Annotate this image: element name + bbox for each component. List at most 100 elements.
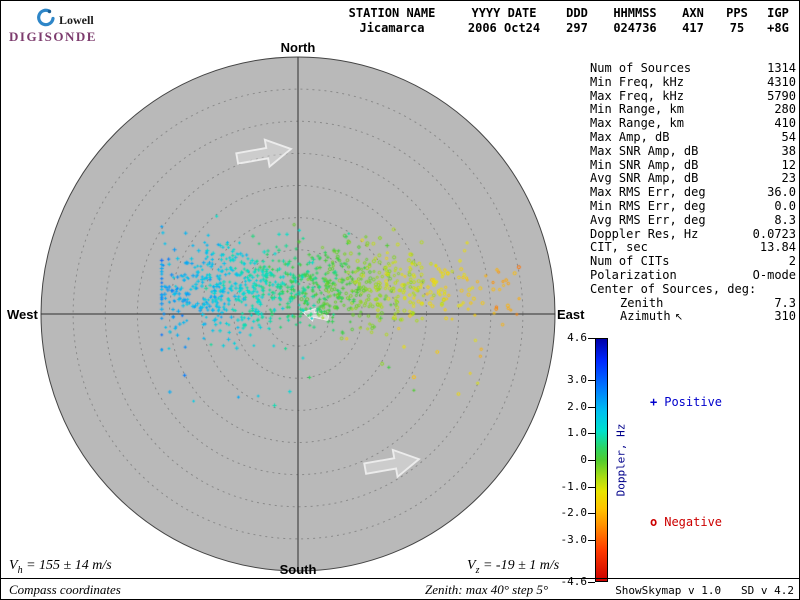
station-info-header: STATION NAME Jicamarca YYYY DATE 2006 Oct24… bbox=[333, 6, 795, 36]
stat-value: 36.0 bbox=[767, 185, 796, 200]
azimuth-direction-arrow-icon: ↖ bbox=[674, 312, 683, 324]
zenith-ring bbox=[136, 152, 460, 476]
stats-panel: Num of Sources 1314 Min Freq, kHz 4310 Max F… bbox=[590, 61, 796, 325]
colorbar-tick-mark bbox=[588, 338, 595, 339]
stat-row: Max Range, km 410 bbox=[590, 116, 796, 131]
stat-label: Num of Sources bbox=[590, 61, 692, 75]
vertical-velocity-readout: Vz = -19 ± 1 m/s bbox=[467, 558, 559, 576]
zenith-ring bbox=[169, 185, 427, 443]
legend-negative: o Negative bbox=[650, 515, 722, 529]
stat-value: 7.3 bbox=[774, 295, 796, 310]
stat-row: Max Amp, dB 54 bbox=[590, 129, 796, 145]
vh-symbol: V bbox=[9, 558, 18, 573]
stat-value: 12 bbox=[781, 157, 796, 172]
stat-label: Zenith bbox=[620, 295, 664, 310]
zenith-ring bbox=[201, 217, 395, 411]
stat-row: Min Range, km 280 bbox=[590, 103, 796, 117]
logo-digisonde-text: DIGISONDE bbox=[9, 29, 97, 44]
drift-flow-arrow-icon bbox=[235, 138, 293, 169]
colorbar-tick-mark bbox=[588, 460, 595, 461]
station-col-hhmmss: HHMMSS 024736 bbox=[604, 6, 666, 36]
colorbar-axis-label: Doppler, Hz bbox=[614, 423, 628, 497]
colorbar-tick-mark bbox=[588, 433, 595, 435]
stat-row: Zenith 7.3 bbox=[590, 295, 796, 311]
vz-symbol: V bbox=[467, 558, 476, 573]
stat-label: Azimuth ↖ bbox=[620, 309, 683, 324]
stat-value: 4310 bbox=[767, 74, 796, 89]
north-label: North bbox=[280, 40, 316, 55]
colorbar-tick-mark bbox=[588, 513, 595, 515]
vz-subscript: z bbox=[475, 564, 480, 576]
stat-label: Max Freq, kHz bbox=[590, 88, 684, 103]
stat-row: Max Freq, kHz 5790 bbox=[590, 88, 796, 104]
stat-label: Min RMS Err, deg bbox=[590, 198, 706, 213]
stat-row: Max RMS Err, deg 36.0 bbox=[590, 185, 796, 200]
stat-row: Center of Sources, deg: bbox=[590, 282, 796, 297]
stat-value: 280 bbox=[774, 102, 796, 117]
circle-marker-icon: o bbox=[650, 515, 658, 529]
legend-positive-label: Positive bbox=[664, 395, 723, 409]
colorbar-tick-mark bbox=[588, 380, 595, 382]
doppler-colorbar bbox=[595, 338, 608, 582]
colorbar-tick-mark bbox=[588, 539, 595, 541]
station-col-station-name: STATION NAME Jicamarca bbox=[333, 6, 451, 36]
stat-row: Max SNR Amp, dB 38 bbox=[590, 144, 796, 159]
stat-row: Min RMS Err, deg 0.0 bbox=[590, 198, 796, 214]
stat-value: 13.84 bbox=[759, 240, 796, 255]
legend-positive: + Positive bbox=[650, 395, 722, 409]
stat-row: Doppler Res, Hz 0.0723 bbox=[590, 226, 796, 242]
zenith-ring bbox=[233, 249, 363, 379]
station-col-value: +8G bbox=[767, 21, 789, 35]
station-col-ddd: DDD 297 bbox=[557, 6, 597, 36]
station-col-label: YYYY DATE bbox=[471, 6, 537, 20]
logo-lowell-text: Lowell bbox=[59, 13, 94, 27]
stat-label: Min Range, km bbox=[590, 102, 684, 117]
stat-value: 0.0 bbox=[774, 198, 796, 213]
zenith-ring bbox=[265, 281, 331, 347]
stat-value: 0.0723 bbox=[752, 226, 796, 241]
legend-negative-label: Negative bbox=[664, 515, 723, 529]
stat-label: Avg RMS Err, deg bbox=[590, 212, 706, 227]
stat-label: Min SNR Amp, dB bbox=[590, 157, 699, 172]
stat-row: Min Freq, kHz 4310 bbox=[590, 74, 796, 90]
colorbar-tick-mark bbox=[588, 582, 595, 583]
stat-label: Min Freq, kHz bbox=[590, 74, 684, 89]
stat-row: Num of CITs 2 bbox=[590, 254, 796, 269]
stat-row: Polarization O-mode bbox=[590, 268, 796, 283]
station-col-value: 024736 bbox=[613, 21, 657, 35]
stat-row: CIT, sec 13.84 bbox=[590, 241, 796, 255]
stat-value: 23 bbox=[781, 171, 796, 186]
station-col-label: PPS bbox=[726, 6, 748, 20]
station-col-label: IGP bbox=[767, 6, 789, 20]
stat-label: CIT, sec bbox=[590, 240, 648, 255]
stat-label: Max RMS Err, deg bbox=[590, 185, 706, 200]
lowell-digisonde-logo: Lowell DIGISONDE bbox=[7, 7, 119, 47]
colorbar-tick-label: 3.0 bbox=[567, 373, 587, 387]
south-label: South bbox=[279, 562, 317, 577]
stat-label: Max Amp, dB bbox=[590, 129, 670, 144]
colorbar-tick-label: 4.6 bbox=[567, 331, 587, 344]
station-col-label: STATION NAME bbox=[348, 6, 436, 20]
station-col-yyyy-date: YYYY DATE 2006 Oct24 bbox=[458, 6, 550, 36]
colorbar-tick-mark bbox=[588, 406, 595, 408]
colorbar-tick-label: 1.0 bbox=[567, 426, 587, 440]
stat-row: Avg SNR Amp, dB 23 bbox=[590, 172, 796, 186]
station-col-igp: IGP +8G bbox=[761, 6, 795, 36]
stat-value: 410 bbox=[774, 116, 796, 131]
station-col-label: HHMMSS bbox=[613, 6, 657, 20]
zenith-ring bbox=[72, 88, 524, 540]
colorbar-tick-label: -2.0 bbox=[560, 506, 588, 520]
colorbar-tick-label: 0 bbox=[580, 453, 587, 466]
zenith-range-note: Zenith: max 40° step 5° bbox=[425, 582, 549, 597]
stat-value: 1314 bbox=[767, 61, 796, 75]
digisonde-swoosh-icon bbox=[37, 8, 55, 27]
plus-marker-icon: + bbox=[650, 395, 658, 409]
stat-row: Avg RMS Err, deg 8.3 bbox=[590, 212, 796, 228]
stat-value: 5790 bbox=[767, 88, 796, 103]
vh-subscript: h bbox=[17, 564, 23, 576]
stat-label: Avg SNR Amp, dB bbox=[590, 171, 699, 186]
vh-value: = 155 ± 14 m/s bbox=[22, 558, 112, 573]
center-of-sources-arrow-icon bbox=[302, 307, 330, 322]
footer-divider bbox=[1, 578, 799, 579]
